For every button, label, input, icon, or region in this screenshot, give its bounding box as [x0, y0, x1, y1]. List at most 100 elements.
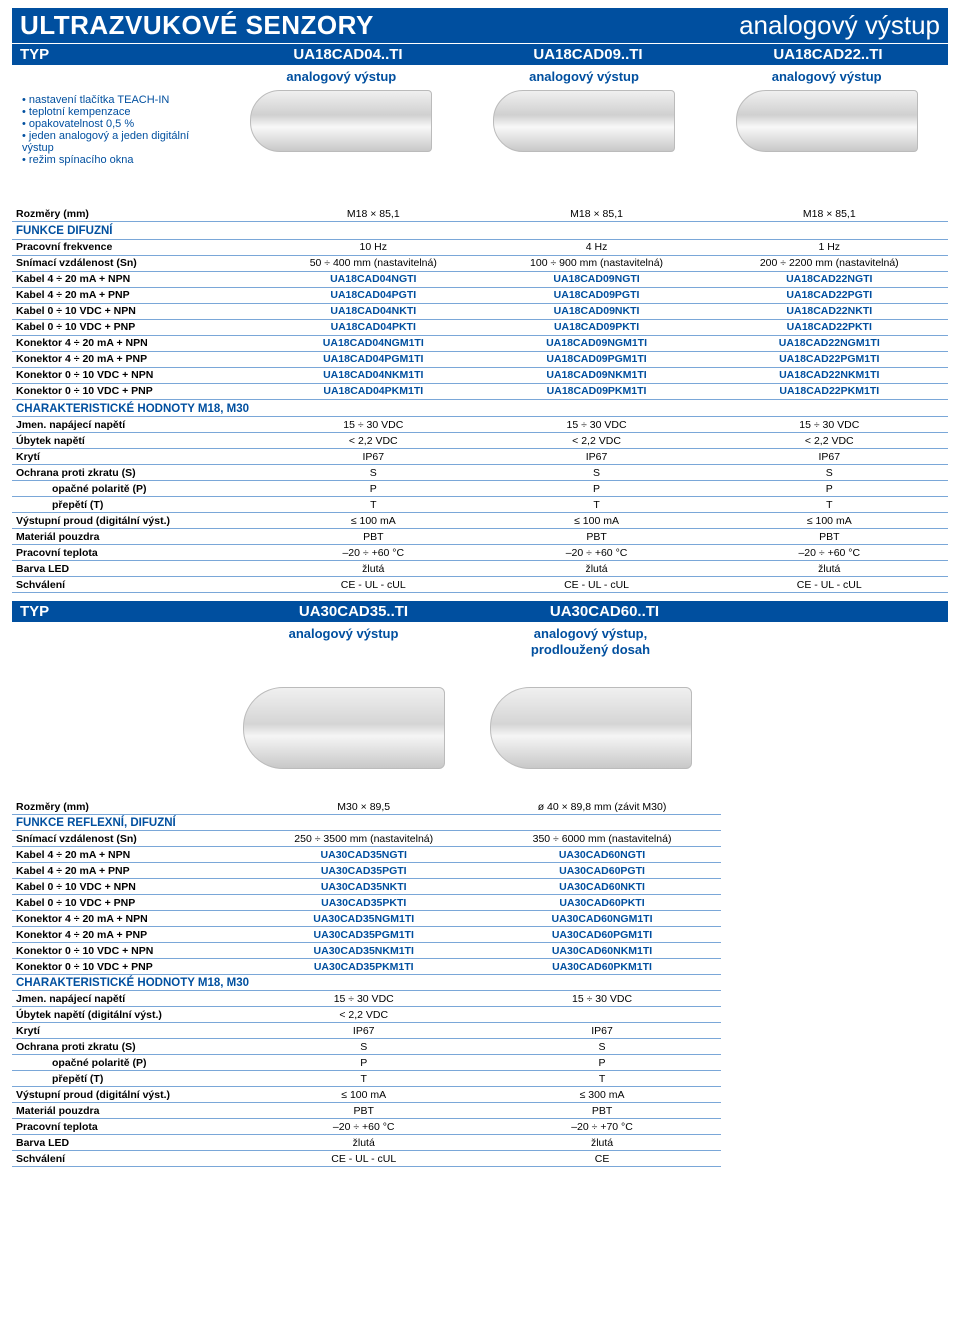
row-label: Kabel 4 ÷ 20 mA + PNP — [12, 287, 264, 303]
row-label: Schválení — [12, 1151, 245, 1167]
row-value: UA18CAD22PGTI — [711, 287, 948, 303]
empty-cell — [721, 1007, 948, 1023]
row-value: UA18CAD09PGTI — [483, 287, 711, 303]
row-value: UA18CAD09NKTI — [483, 303, 711, 319]
empty-cell — [721, 927, 948, 943]
row-label: Krytí — [12, 449, 264, 465]
table-row: Kabel 0 ÷ 10 VDC + PNPUA18CAD04PKTIUA18C… — [12, 319, 948, 335]
row-value: IP67 — [483, 1023, 721, 1039]
empty-cell — [721, 895, 948, 911]
table-row: SchváleníCE - UL - cULCE — [12, 1151, 948, 1167]
sub-col-1: analogový výstup — [220, 69, 463, 84]
row-label: Kabel 4 ÷ 20 mA + NPN — [12, 847, 245, 863]
feature-item: nastavení tlačítka TEACH-IN — [22, 94, 220, 106]
table-row: opačné polaritě (P)PPP — [12, 481, 948, 497]
sensor-icon — [250, 90, 432, 152]
table-row: Jmen. napájecí napětí15 ÷ 30 VDC15 ÷ 30 … — [12, 991, 948, 1007]
row-label: Krytí — [12, 1023, 245, 1039]
row-label: Barva LED — [12, 561, 264, 577]
row-label: Kabel 0 ÷ 10 VDC + NPN — [12, 303, 264, 319]
row-value: žlutá — [483, 561, 711, 577]
row-label: Kabel 4 ÷ 20 mA + PNP — [12, 863, 245, 879]
table-row: Materiál pouzdraPBTPBTPBT — [12, 529, 948, 545]
sensor-image-4 — [220, 687, 467, 769]
row-value: UA18CAD04PGM1TI — [264, 351, 483, 367]
row-value: UA18CAD09PKM1TI — [483, 383, 711, 399]
row-value: < 2,2 VDC — [711, 433, 948, 449]
row-value: M18 × 85,1 — [711, 206, 948, 222]
table-row: Kabel 4 ÷ 20 mA + PNPUA30CAD35PGTIUA30CA… — [12, 863, 948, 879]
row-label: Výstupní proud (digitální výst.) — [12, 1087, 245, 1103]
row-label: Materiál pouzdra — [12, 529, 264, 545]
row-value: UA18CAD22PKM1TI — [711, 383, 948, 399]
row-value: UA18CAD04PGTI — [264, 287, 483, 303]
row-value: PBT — [711, 529, 948, 545]
row-value: 50 ÷ 400 mm (nastavitelná) — [264, 255, 483, 271]
row-value: T — [711, 497, 948, 513]
sensor-image-5 — [467, 687, 714, 769]
table-row: SchváleníCE - UL - cULCE - UL - cULCE - … — [12, 577, 948, 593]
row-value: M18 × 85,1 — [264, 206, 483, 222]
row-label: přepětí (T) — [12, 497, 264, 513]
title-banner: ULTRAZVUKOVÉ SENZORY analogový výstup — [12, 8, 948, 43]
row-label: Úbytek napětí (digitální výst.) — [12, 1007, 245, 1023]
row-value: M18 × 85,1 — [483, 206, 711, 222]
feature-item: opakovatelnost 0,5 % — [22, 118, 220, 130]
table-row: KrytíIP67IP67 — [12, 1023, 948, 1039]
row-value: UA30CAD35PGTI — [245, 863, 483, 879]
row-value: CE - UL - cUL — [264, 577, 483, 593]
typ2-col-1: UA30CAD35..TI — [228, 601, 479, 622]
row-value: PBT — [245, 1103, 483, 1119]
row-value: žlutá — [245, 1135, 483, 1151]
sub-row-2: analogový výstup analogový výstup,prodlo… — [12, 626, 948, 657]
row-label: Výstupní proud (digitální výst.) — [12, 513, 264, 529]
row-value: 15 ÷ 30 VDC — [483, 991, 721, 1007]
section-header: FUNKCE DIFUZNÍ — [12, 222, 948, 240]
row-value: PBT — [483, 529, 711, 545]
empty-cell — [721, 1071, 948, 1087]
row-value: CE - UL - cUL — [711, 577, 948, 593]
section-header: CHARAKTERISTICKÉ HODNOTY M18, M30 — [12, 399, 948, 417]
row-value: UA18CAD22NGTI — [711, 271, 948, 287]
sensor-icon — [490, 687, 692, 769]
row-value: 15 ÷ 30 VDC — [711, 417, 948, 433]
table-row: Rozměry (mm)M18 × 85,1M18 × 85,1M18 × 85… — [12, 206, 948, 222]
row-label: Kabel 4 ÷ 20 mA + NPN — [12, 271, 264, 287]
row-value: CE - UL - cUL — [483, 577, 711, 593]
row-value: UA18CAD09NKM1TI — [483, 367, 711, 383]
section-title: FUNKCE DIFUZNÍ — [12, 222, 948, 240]
table-row: přepětí (T)TT — [12, 1071, 948, 1087]
row-value: IP67 — [483, 449, 711, 465]
typ-row-2: TYP UA30CAD35..TI UA30CAD60..TI — [12, 601, 948, 622]
table-row: Konektor 4 ÷ 20 mA + NPNUA18CAD04NGM1TIU… — [12, 335, 948, 351]
row-value: ≤ 300 mA — [483, 1087, 721, 1103]
section-title: CHARAKTERISTICKÉ HODNOTY M18, M30 — [12, 399, 948, 417]
row-value: –20 ÷ +60 °C — [483, 545, 711, 561]
table-row: Výstupní proud (digitální výst.)≤ 100 mA… — [12, 513, 948, 529]
table-row: Kabel 4 ÷ 20 mA + NPNUA18CAD04NGTIUA18CA… — [12, 271, 948, 287]
row-label: Snímací vzdálenost (Sn) — [12, 255, 264, 271]
section-title: FUNKCE REFLEXNÍ, DIFUZNÍ — [12, 815, 721, 831]
typ-row-1: TYP UA18CAD04..TI UA18CAD09..TI UA18CAD2… — [12, 44, 948, 65]
row-value: žlutá — [483, 1135, 721, 1151]
row-label: Rozměry (mm) — [12, 206, 264, 222]
table-row: Materiál pouzdraPBTPBT — [12, 1103, 948, 1119]
row-value: PBT — [483, 1103, 721, 1119]
row-label: Jmen. napájecí napětí — [12, 417, 264, 433]
row-value: P — [264, 481, 483, 497]
empty-cell — [721, 879, 948, 895]
row-label: Pracovní frekvence — [12, 239, 264, 255]
row-value: žlutá — [711, 561, 948, 577]
table-row: Kabel 4 ÷ 20 mA + PNPUA18CAD04PGTIUA18CA… — [12, 287, 948, 303]
empty-cell — [721, 1119, 948, 1135]
table-row: Snímací vzdálenost (Sn)250 ÷ 3500 mm (na… — [12, 831, 948, 847]
row-value: ø 40 × 89,8 mm (závit M30) — [483, 799, 721, 815]
table-row: Snímací vzdálenost (Sn)50 ÷ 400 mm (nast… — [12, 255, 948, 271]
row-value: UA30CAD35NGTI — [245, 847, 483, 863]
row-value: UA30CAD35PKM1TI — [245, 959, 483, 975]
row-value: IP67 — [245, 1023, 483, 1039]
row-label: Konektor 0 ÷ 10 VDC + PNP — [12, 959, 245, 975]
row-value: T — [264, 497, 483, 513]
empty-cell — [721, 799, 948, 815]
row-value: M30 × 89,5 — [245, 799, 483, 815]
